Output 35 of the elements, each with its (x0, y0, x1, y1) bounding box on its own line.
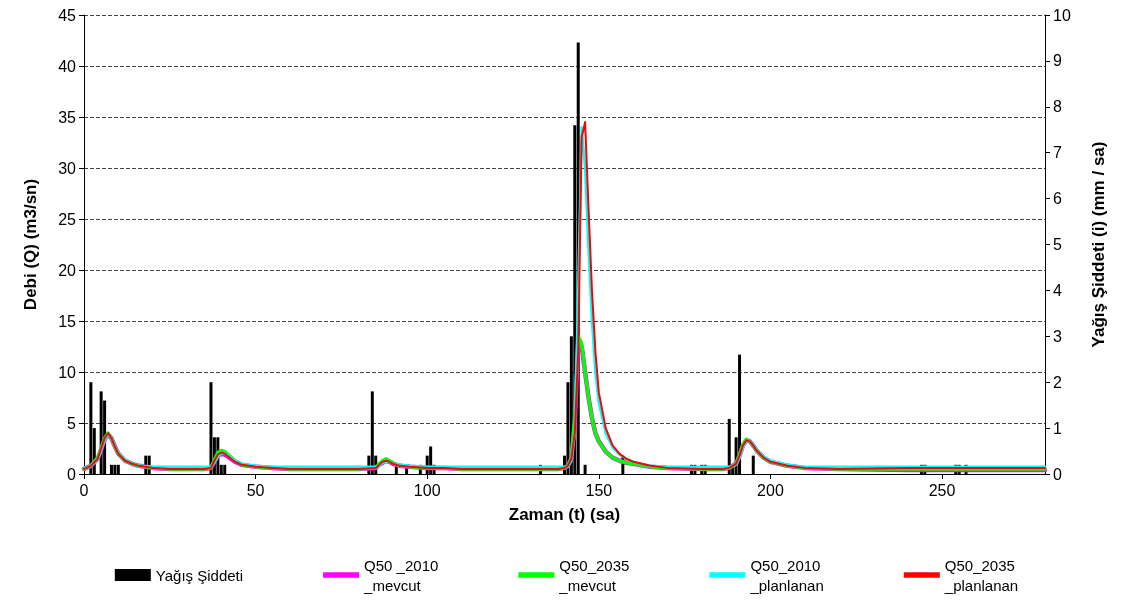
y2-tick-label: 1 (1053, 419, 1062, 437)
y-tick-label: 10 (58, 363, 77, 381)
y-tick-label: 40 (58, 57, 77, 75)
x-tick-label: 50 (246, 481, 265, 499)
y2-tick-label: 7 (1053, 144, 1062, 162)
legend-label: Q50_2035 _planlanan (943, 556, 1019, 594)
y-tick-label: 35 (58, 108, 77, 126)
y2-tick-label: 9 (1053, 52, 1062, 70)
x-axis-title: Zaman (t) (sa) (508, 505, 621, 524)
y2-tick-label: 8 (1053, 98, 1062, 116)
y2-tick-label: 0 (1053, 465, 1062, 483)
y2-axis-title: Yağış Şiddeti (i) (mm / sa) (1089, 141, 1108, 348)
x-tick-label: 0 (79, 481, 89, 499)
y-tick-label: 5 (67, 414, 77, 432)
x-tick-label: 150 (585, 481, 613, 499)
y-tick-label: 25 (58, 210, 77, 228)
y-tick-label: 30 (58, 159, 77, 177)
legend-label: Q50_2010 _planlanan (749, 556, 824, 594)
y2-tick-label: 6 (1053, 190, 1062, 208)
y2-tick-label: 10 (1053, 6, 1071, 24)
y2-tick-label: 4 (1053, 281, 1062, 299)
legend-label: Q50_2035 _mevcut (558, 556, 630, 594)
legend-label: Yağış Şiddeti (155, 566, 244, 584)
y2-tick-label: 3 (1053, 327, 1062, 345)
y2-tick-label: 5 (1053, 236, 1062, 253)
x-tick-label: 100 (413, 481, 441, 499)
y-tick-label: 0 (67, 465, 77, 483)
y-axis-title: Debi (Q) (m3/sn) (21, 178, 40, 311)
y-tick-label: 20 (58, 261, 77, 279)
x-tick-label: 200 (757, 481, 784, 499)
legend-label: Q50 _2010 _mevcut (363, 556, 439, 594)
y-tick-label: 45 (58, 6, 77, 24)
y2-tick-label: 2 (1053, 373, 1062, 391)
x-tick-label: 250 (928, 481, 956, 499)
y-tick-label: 15 (58, 312, 77, 330)
